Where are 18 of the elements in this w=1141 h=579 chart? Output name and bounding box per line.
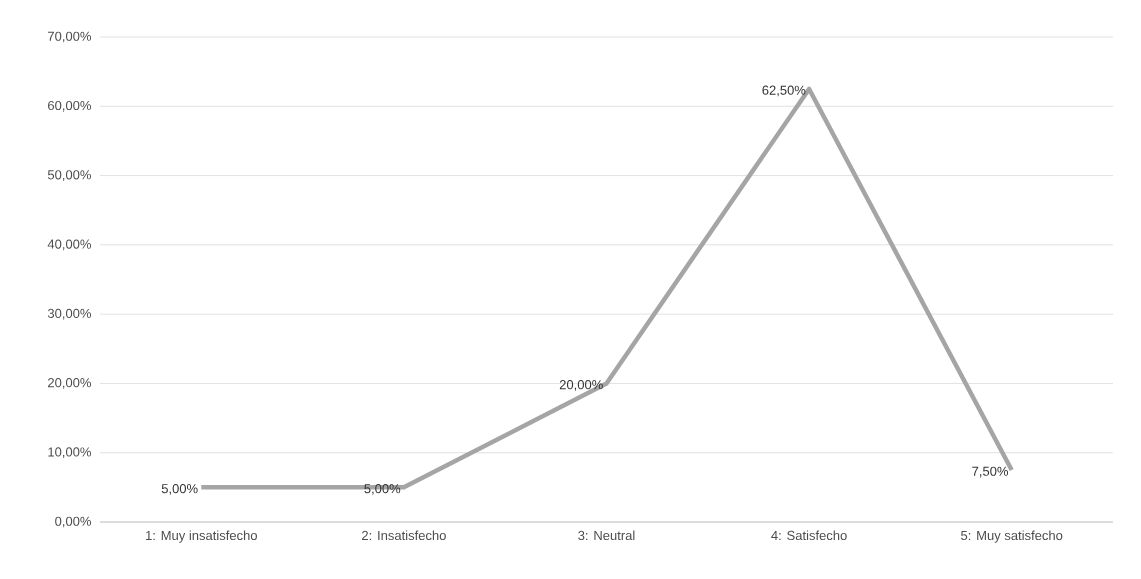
x-tick-label: 1: Muy insatisfecho <box>146 530 257 543</box>
y-tick-label: 60,00% <box>48 100 91 112</box>
y-tick-label: 0,00% <box>55 516 91 528</box>
data-label: 5,00% <box>161 483 198 495</box>
y-tick-label: 50,00% <box>47 170 91 181</box>
x-tick-label: 4: Satisfecho <box>771 530 847 541</box>
data-label: 5,00% <box>364 483 401 495</box>
y-tick-label: 10,00% <box>48 447 91 459</box>
data-label: 7,50% <box>972 466 1009 478</box>
y-tick-label: 20,00% <box>48 378 91 389</box>
data-label: 20,00% <box>559 380 603 391</box>
y-tick-label: 30,00% <box>47 308 91 320</box>
x-tick-label: 2: Insatisfecho <box>362 530 446 541</box>
x-tick-label: 5: Muy satisfecho <box>961 530 1063 543</box>
y-tick-label: 40,00% <box>47 239 91 251</box>
data-label: 62,50% <box>762 85 806 97</box>
x-tick-label: 3: Neutral <box>578 530 635 541</box>
y-tick-label: 70,00% <box>48 31 91 43</box>
